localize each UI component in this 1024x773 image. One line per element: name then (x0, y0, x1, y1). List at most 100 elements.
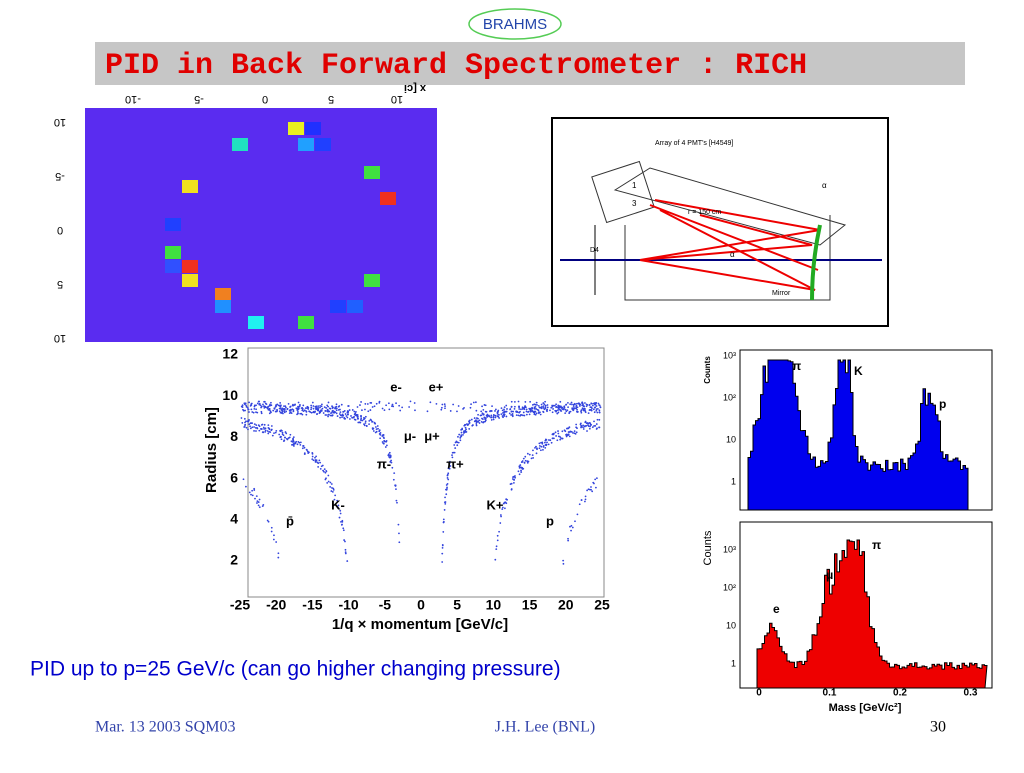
scatter-point (375, 428, 378, 430)
scatter-point (592, 408, 595, 411)
scatter-point (482, 408, 485, 411)
scatter-point (244, 423, 247, 426)
scatter-point (258, 425, 261, 428)
scatter-point (489, 410, 491, 413)
scatter-point (279, 411, 282, 414)
scatter-point (461, 427, 464, 430)
scatter-point (342, 410, 345, 413)
scatter-point (514, 476, 517, 479)
scatter-point (574, 520, 576, 523)
scatter-point (297, 411, 299, 413)
scatter-point (379, 434, 382, 436)
scatter-point (559, 438, 562, 441)
scatter-point (503, 413, 506, 416)
scatter-point (260, 412, 263, 415)
scatter-point (524, 455, 527, 458)
scatter-point (391, 403, 394, 406)
scatter-point (258, 506, 261, 509)
scatter-point (575, 423, 578, 426)
scatter-point (555, 403, 558, 406)
scatter-y-tick: 8 (230, 428, 238, 444)
scatter-point (375, 402, 378, 405)
scatter-point (266, 430, 269, 432)
scatter-point (583, 405, 585, 408)
scatter-point (564, 412, 567, 415)
scatter-point (364, 415, 367, 418)
scatter-point (266, 407, 269, 410)
scatter-point (584, 500, 586, 503)
scatter-point (327, 415, 329, 418)
scatter-point (505, 498, 508, 501)
scatter-point (262, 403, 264, 406)
scatter-annotation: p̄ (286, 513, 294, 528)
scatter-point (555, 409, 558, 412)
scatter-point (556, 409, 559, 412)
scatter-point (270, 425, 273, 427)
scatter-point (341, 523, 343, 526)
scatter-point (331, 405, 333, 408)
scatter-point (321, 464, 324, 467)
scatter-point (562, 562, 565, 565)
scatter-point (475, 422, 478, 425)
hist-top-y-tick: 1 (731, 476, 736, 486)
scatter-point (241, 404, 244, 407)
scatter-point (275, 405, 278, 407)
scatter-point (382, 436, 385, 439)
scatter-point (584, 408, 586, 410)
scatter-point (480, 420, 483, 423)
scatter-point (375, 430, 378, 433)
scatter-point (257, 501, 260, 504)
scatter-point (584, 409, 587, 412)
scatter-point (249, 425, 251, 428)
scatter-point (378, 429, 381, 432)
scatter-point (248, 423, 251, 426)
scatter-point (371, 406, 374, 408)
scatter-point (388, 456, 391, 458)
scatter-point (389, 454, 392, 457)
pmt-box (591, 160, 655, 224)
scatter-point (494, 410, 496, 412)
scatter-point (335, 403, 338, 406)
scatter-point (330, 483, 333, 485)
scatter-point (444, 407, 446, 410)
scatter-point (359, 404, 361, 406)
scatter-point (477, 417, 479, 420)
scatter-point (546, 441, 548, 444)
scatter-point (570, 524, 573, 527)
scatter-point (292, 439, 294, 442)
scatter-point (474, 401, 477, 404)
scatter-point (384, 446, 387, 448)
scatter-point (346, 410, 349, 412)
scatter-point (326, 408, 329, 411)
scatter-point (446, 477, 449, 479)
scatter-point (553, 404, 556, 407)
scatter-point (395, 402, 397, 405)
scatter-frame (247, 347, 605, 598)
scatter-point (369, 401, 372, 404)
scatter-point (409, 400, 412, 403)
scatter-point (534, 410, 537, 413)
scatter-point (511, 415, 514, 418)
scatter-point (337, 504, 340, 507)
scatter-point (598, 409, 601, 412)
scatter-point (593, 420, 595, 423)
scatter-point (576, 411, 579, 413)
scatter-point (582, 408, 585, 411)
scatter-point (300, 407, 303, 410)
scatter-point (305, 410, 308, 413)
scatter-point (453, 451, 456, 454)
scatter-point (529, 400, 532, 403)
scatter-point (479, 414, 482, 417)
scatter-point (259, 404, 262, 407)
scatter-point (360, 419, 363, 422)
scatter-point (339, 512, 342, 515)
scatter-point (525, 408, 528, 411)
scatter-point (470, 418, 473, 421)
scatter-point (510, 410, 513, 413)
scatter-point (282, 412, 284, 415)
scatter-point (540, 445, 543, 448)
scatter-point (294, 403, 296, 406)
scatter-point (315, 405, 318, 408)
scatter-point (581, 404, 584, 407)
scatter-point (260, 410, 263, 413)
